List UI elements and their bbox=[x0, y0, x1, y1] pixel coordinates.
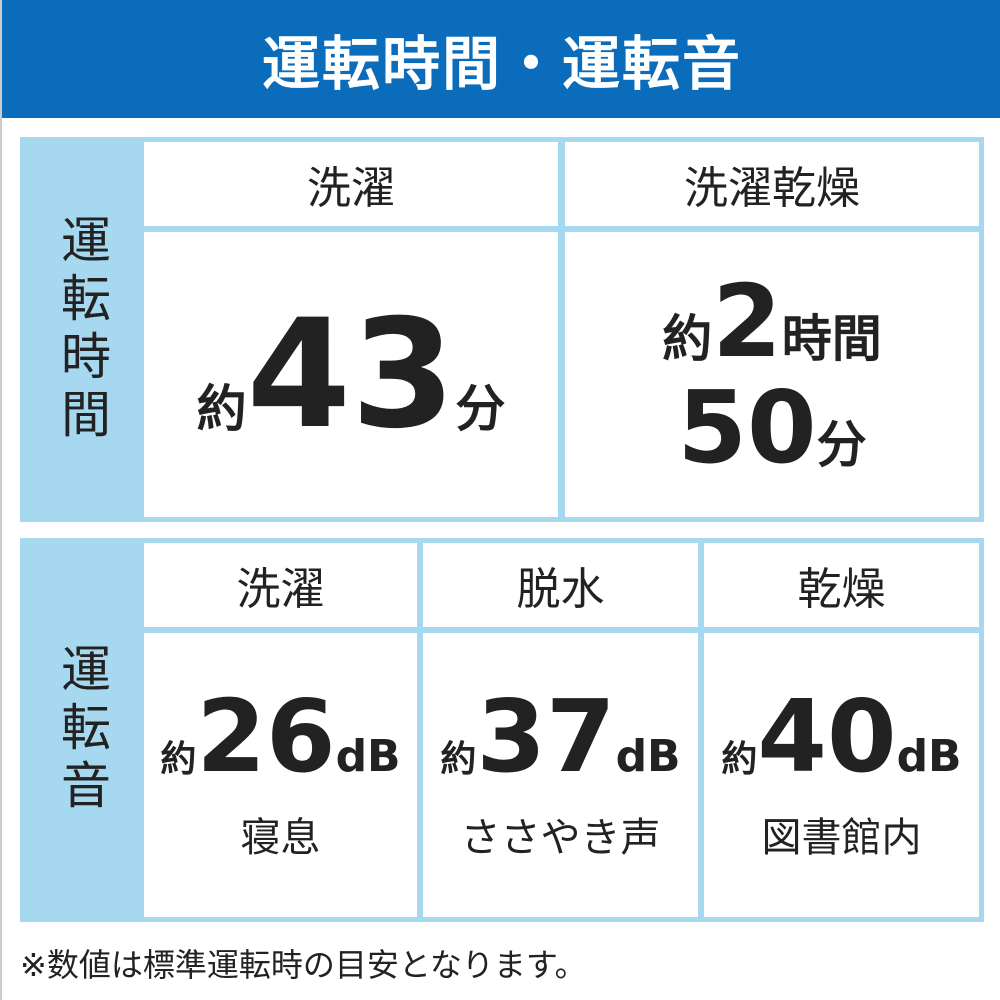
noise-section: 運転音 洗濯 脱水 乾燥 約 26 dB 寝息 約 37 dB ささやき声 約 40 dB … bbox=[20, 538, 984, 922]
run-time-label: 運転時間 bbox=[53, 213, 111, 446]
dry-noise-value: 約 40 dB 図書館内 bbox=[704, 633, 979, 917]
footnote: ※数値は標準運転時の目安となります。 bbox=[20, 946, 587, 984]
run-time-section: 運転時間 洗濯 洗濯乾燥 約 43 分 約 2 時間 50 分 bbox=[20, 137, 984, 522]
spin-noise-header: 脱水 bbox=[423, 543, 698, 627]
washdry-time-header: 洗濯乾燥 bbox=[565, 142, 979, 226]
page-title: 運転時間・運転音 bbox=[2, 0, 1000, 118]
noise-label: 運転音 bbox=[53, 643, 111, 817]
spin-noise-value: 約 37 dB ささやき声 bbox=[423, 633, 698, 917]
wash-time-header: 洗濯 bbox=[144, 142, 558, 226]
dry-noise-header: 乾燥 bbox=[704, 543, 979, 627]
washdry-time-value: 約 2 時間 50 分 bbox=[565, 232, 979, 517]
wash-noise-header: 洗濯 bbox=[144, 543, 417, 627]
wash-time-value: 約 43 分 bbox=[144, 232, 558, 517]
wash-noise-value: 約 26 dB 寝息 bbox=[144, 633, 417, 917]
